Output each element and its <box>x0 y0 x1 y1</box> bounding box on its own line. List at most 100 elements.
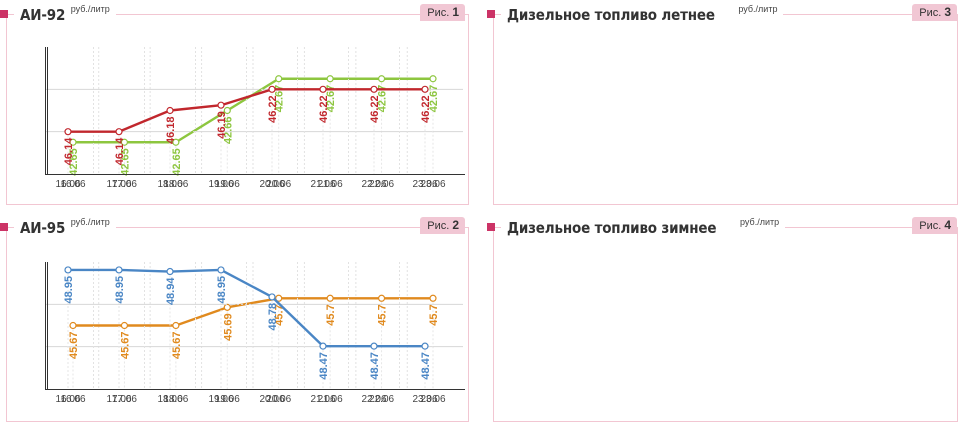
data-point <box>69 138 77 146</box>
data-point <box>223 303 231 311</box>
data-label: 48.94 <box>165 277 177 305</box>
data-label: 42.67 <box>325 85 337 113</box>
data-label: 48.95 <box>63 276 75 304</box>
data-label: 42.65 <box>171 148 183 176</box>
chart-panel-diesel-summer: Рис. 3 16.06 17.06 18.06 19.06 20.06 21.06 22.0… <box>45 0 960 205</box>
data-point <box>120 138 129 146</box>
chart-title-group: АИ-92 руб./литр <box>14 2 116 26</box>
chart-frame <box>493 227 958 422</box>
data-point <box>370 85 378 93</box>
data-label: 42.65 <box>119 148 131 176</box>
chart-title-group: Дизельное топливо зимнее руб./литр <box>501 215 786 239</box>
data-label: 42.67 <box>274 85 286 113</box>
x-tick-label: 21.06 <box>310 179 335 190</box>
chart-panel-ai92: Рис. 1 16.06 17.06 18.06 19.06 20.06 21.06 22.0… <box>0 0 470 205</box>
data-point <box>115 266 123 274</box>
x-tick-label: 16.06 <box>60 179 85 190</box>
data-point <box>429 294 437 302</box>
data-point <box>120 321 129 330</box>
data-label: 45.67 <box>68 332 80 360</box>
x-tick-label: 20.06 <box>259 394 284 405</box>
series-line <box>68 268 425 348</box>
data-label: 45.7 <box>428 304 440 325</box>
data-point <box>319 342 327 350</box>
x-tick-label: 20.06 <box>266 179 291 190</box>
x-tick-label: 23.06 <box>420 179 445 190</box>
x-tick-label: 19.06 <box>208 179 233 190</box>
x-tick-label: 22.06 <box>369 394 394 405</box>
figure-badge: Рис. 1 <box>420 4 465 21</box>
data-point <box>377 294 386 302</box>
x-tick-label: 22.06 <box>361 394 386 405</box>
data-point <box>217 266 225 274</box>
x-tick-label: 18.06 <box>157 179 182 190</box>
data-point <box>326 75 334 83</box>
data-point <box>275 294 283 302</box>
chart-title: Дизельное топливо летнее <box>507 6 715 24</box>
data-label: 45.7 <box>274 304 286 325</box>
data-point <box>64 266 72 274</box>
x-tick-label: 22.06 <box>361 179 386 190</box>
data-label: 46.19 <box>216 111 228 139</box>
data-point <box>326 294 334 302</box>
x-tick-label: 21.06 <box>310 394 335 405</box>
data-label: 46.14 <box>63 137 75 165</box>
data-label: 46.22 <box>267 95 279 123</box>
data-point <box>166 106 174 115</box>
x-tick-label: 17.06 <box>112 179 137 190</box>
x-tick-label: 18.06 <box>157 394 182 405</box>
x-tick-label: 23.06 <box>412 179 437 190</box>
line-chart: 16.06 17.06 18.06 19.06 20.06 21.06 22.06 23.06… <box>47 47 461 190</box>
chart-title-group: Дизельное топливо летнее руб./литр <box>501 2 784 26</box>
data-point <box>64 128 72 136</box>
data-point <box>172 321 180 330</box>
chart-title: Дизельное топливо зимнее <box>507 219 717 237</box>
data-point <box>421 85 429 93</box>
data-point <box>268 293 276 301</box>
chart-panel-ai95: Рис. 2 16.06 17.06 18.06 19.06 20.06 21.06 22.0… <box>0 213 470 422</box>
data-label: 48.78 <box>267 303 279 331</box>
x-tick-label: 19.06 <box>215 394 240 405</box>
data-point <box>319 85 327 93</box>
figure-badge: Рис. 3 <box>912 4 957 21</box>
x-tick-label: 17.06 <box>106 179 131 190</box>
data-label: 48.47 <box>369 352 381 380</box>
chart-unit: руб./литр <box>738 4 778 14</box>
data-label: 46.22 <box>420 95 432 123</box>
x-tick-label: 19.06 <box>208 394 233 405</box>
data-point <box>275 75 283 83</box>
x-tick-label: 16.06 <box>60 394 85 405</box>
x-tick-label: 17.06 <box>106 394 131 405</box>
data-point <box>115 128 123 136</box>
x-tick-label: 17.06 <box>112 394 137 405</box>
x-tick-label: 23.06 <box>412 394 437 405</box>
data-point <box>172 138 180 146</box>
figure-badge: Рис. 2 <box>420 217 465 234</box>
data-label: 42.67 <box>428 85 440 113</box>
data-label: 48.95 <box>216 276 228 304</box>
data-label: 48.95 <box>114 276 126 304</box>
chart-unit: руб./литр <box>70 4 110 14</box>
data-label: 42.67 <box>377 85 389 113</box>
data-label: 46.18 <box>165 117 177 145</box>
x-tick-label: 16.06 <box>55 179 80 190</box>
x-tick-label: 19.06 <box>215 179 240 190</box>
data-label: 45.7 <box>325 304 337 325</box>
data-label: 46.14 <box>114 137 126 165</box>
data-label: 46.22 <box>318 95 330 123</box>
x-tick-label: 18.06 <box>163 179 188 190</box>
section-marker-icon <box>487 223 495 231</box>
x-tick-label: 20.06 <box>259 179 284 190</box>
series-line <box>73 297 433 327</box>
series-line <box>68 88 425 133</box>
data-label: 45.67 <box>171 332 183 360</box>
x-tick-label: 23.06 <box>420 394 445 405</box>
data-point <box>166 267 174 276</box>
data-label: 45.69 <box>222 313 234 341</box>
section-marker-icon <box>0 10 8 18</box>
section-marker-icon <box>0 223 8 231</box>
x-tick-label: 22.06 <box>369 179 394 190</box>
x-tick-label: 18.06 <box>163 394 188 405</box>
data-label: 42.65 <box>68 148 80 176</box>
section-marker-icon <box>487 10 495 18</box>
